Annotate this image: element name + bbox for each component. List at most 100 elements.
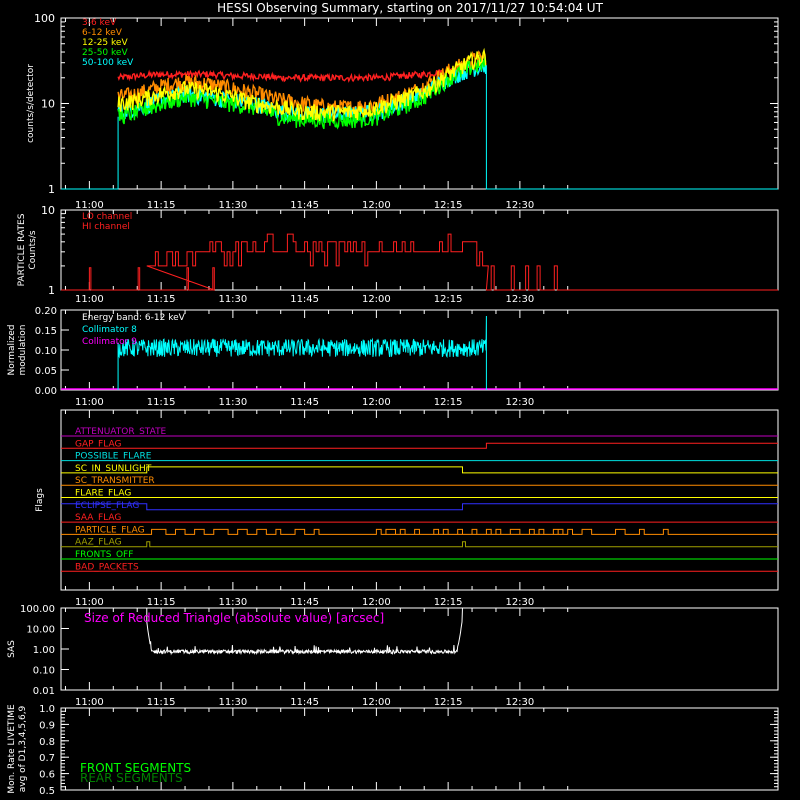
flag-label: AAZ_FLAG xyxy=(75,538,122,548)
flag-label: BAD_PACKETS xyxy=(75,562,139,572)
sas-xtick-label: 11:45 xyxy=(290,697,319,708)
flag-label: ATTENUATOR_STATE xyxy=(75,427,167,437)
legend-entry: 25-50 keV xyxy=(82,48,128,58)
flags-xtick-label: 12:15 xyxy=(434,597,463,608)
livetime-ytick-label: 0.5 xyxy=(39,786,55,797)
modulation-ytick-label: 0.20 xyxy=(35,306,57,317)
livetime-ylabel2: avg of D1,3,4,5,6,9 xyxy=(18,705,28,792)
flag-line xyxy=(61,541,778,548)
modulation-ylabel: Normalized xyxy=(7,324,17,375)
legend-entry: REAR SEGMENTS xyxy=(80,771,183,785)
modulation-xtick-label: 11:15 xyxy=(147,397,176,408)
flags-xtick-label: 11:00 xyxy=(75,597,104,608)
particle-rates-ytick-label: 1 xyxy=(48,284,55,297)
particle-rates-xtick-label: 11:00 xyxy=(75,294,104,305)
count-rates-xtick-label: 12:30 xyxy=(505,200,534,211)
count-rates-xtick-label: 12:15 xyxy=(434,200,463,211)
legend-entry: Collimator 8 xyxy=(82,325,137,335)
livetime-ytick-label: 0.9 xyxy=(39,720,55,731)
legend-entry: 50-100 keV xyxy=(82,58,134,68)
sas-ytick-label: 10.00 xyxy=(26,625,55,636)
sas-xtick-label: 11:00 xyxy=(75,697,104,708)
count-rates-baseline xyxy=(485,65,778,190)
modulation-ytick-label: 0.10 xyxy=(35,346,57,357)
modulation-xtick-label: 12:15 xyxy=(434,397,463,408)
flags-ylabel: Flags xyxy=(35,488,45,512)
flags-frame xyxy=(60,409,779,591)
sas-annotation: Size of Reduced Triangle (absolute value… xyxy=(84,611,384,625)
modulation-xtick-label: 12:30 xyxy=(505,397,534,408)
sas-xtick-label: 11:30 xyxy=(218,697,247,708)
modulation-ytick-label: 0.15 xyxy=(35,326,57,337)
legend-entry: Collimator 9 xyxy=(82,337,137,347)
count-rates-ytick-label: 10 xyxy=(41,98,55,111)
particle-rates-xtick-label: 11:30 xyxy=(218,294,247,305)
particle-rates-xtick-label: 12:15 xyxy=(434,294,463,305)
modulation-ytick-label: 0.00 xyxy=(35,386,57,397)
sas-ytick-label: 1.00 xyxy=(33,645,55,656)
flag-label: SAA_FLAG xyxy=(75,513,121,523)
sas-ytick-label: 0.01 xyxy=(33,686,55,697)
livetime-ytick-label: 1.0 xyxy=(39,704,55,715)
series-line-6-12-keV xyxy=(117,50,487,118)
series-line-HI-channel xyxy=(61,233,778,291)
flag-label: GAP_FLAG xyxy=(75,439,121,449)
flag-label: FLARE_FLAG xyxy=(75,489,131,499)
particle-rates-xtick-label: 12:00 xyxy=(362,294,391,305)
legend-entry: 3-6 keV xyxy=(82,18,117,28)
livetime-ytick-label: 0.7 xyxy=(39,753,55,764)
legend-entry: 6-12 keV xyxy=(82,28,123,38)
count-rates-xtick-label: 11:30 xyxy=(218,200,247,211)
particle-rates-xtick-label: 11:15 xyxy=(147,294,176,305)
modulation-xtick-label: 12:00 xyxy=(362,397,391,408)
flag-line xyxy=(61,442,778,449)
count-rates-xtick-label: 11:45 xyxy=(290,200,319,211)
series-line-sas xyxy=(146,607,463,656)
legend-entry: 12-25 keV xyxy=(82,38,128,48)
livetime-frame xyxy=(60,707,779,791)
modulation-xtick-label: 11:30 xyxy=(218,397,247,408)
particle-rates-xtick-label: 12:30 xyxy=(505,294,534,305)
flag-label: ECLIPSE_FLAG xyxy=(75,501,139,511)
sas-ytick-label: 0.10 xyxy=(33,666,55,677)
flags-xtick-label: 12:30 xyxy=(505,597,534,608)
figure-title: HESSI Observing Summary, starting on 201… xyxy=(217,1,603,15)
particle-rates-frame xyxy=(60,209,779,291)
modulation-xtick-label: 11:45 xyxy=(290,397,319,408)
particle-rates-xtick-label: 11:45 xyxy=(290,294,319,305)
count-rates-ylabel: counts/s/detector xyxy=(26,64,36,143)
series-line-Collimator-8 xyxy=(117,315,487,390)
livetime-ytick-label: 0.8 xyxy=(39,737,55,748)
flags-xtick-label: 11:30 xyxy=(218,597,247,608)
count-rates-ytick-label: 1 xyxy=(48,183,55,196)
flag-label: SC_IN_SUNLIGHT xyxy=(75,464,152,474)
livetime-ytick-label: 0.6 xyxy=(39,770,55,781)
modulation-ytick-label: 0.05 xyxy=(35,366,57,377)
flag-line xyxy=(61,466,778,474)
sas-ytick-label: 100.00 xyxy=(20,604,55,615)
count-rates-ytick-label: 100 xyxy=(34,12,55,25)
flags-xtick-label: 11:15 xyxy=(147,597,176,608)
sas-ylabel: SAS xyxy=(7,640,17,658)
flags-xtick-label: 11:45 xyxy=(290,597,319,608)
flag-label: PARTICLE_FLAG xyxy=(75,525,145,535)
flag-label: FRONTS_OFF xyxy=(75,550,133,560)
sas-xtick-label: 12:30 xyxy=(505,697,534,708)
legend-entry: HI channel xyxy=(82,222,130,232)
sas-xtick-label: 12:00 xyxy=(362,697,391,708)
flag-line xyxy=(61,528,778,535)
flag-label: POSSIBLE_FLARE xyxy=(75,452,152,462)
flags-xtick-label: 12:00 xyxy=(362,597,391,608)
legend-entry: LO channel xyxy=(82,212,132,222)
particle-rates-ylabel2: Counts/s xyxy=(28,230,38,269)
count-rates-baseline xyxy=(61,116,119,190)
modulation-xtick-label: 11:00 xyxy=(75,397,104,408)
sas-xtick-label: 11:15 xyxy=(147,697,176,708)
modulation-ylabel2: modulation xyxy=(18,325,28,376)
flag-label: SC_TRANSMITTER xyxy=(75,476,155,486)
count-rates-xtick-label: 11:15 xyxy=(147,200,176,211)
livetime-ylabel: Mon. Rate LIVETIME xyxy=(7,704,17,794)
modulation-annotation: Energy band: 6-12 keV xyxy=(82,313,186,323)
